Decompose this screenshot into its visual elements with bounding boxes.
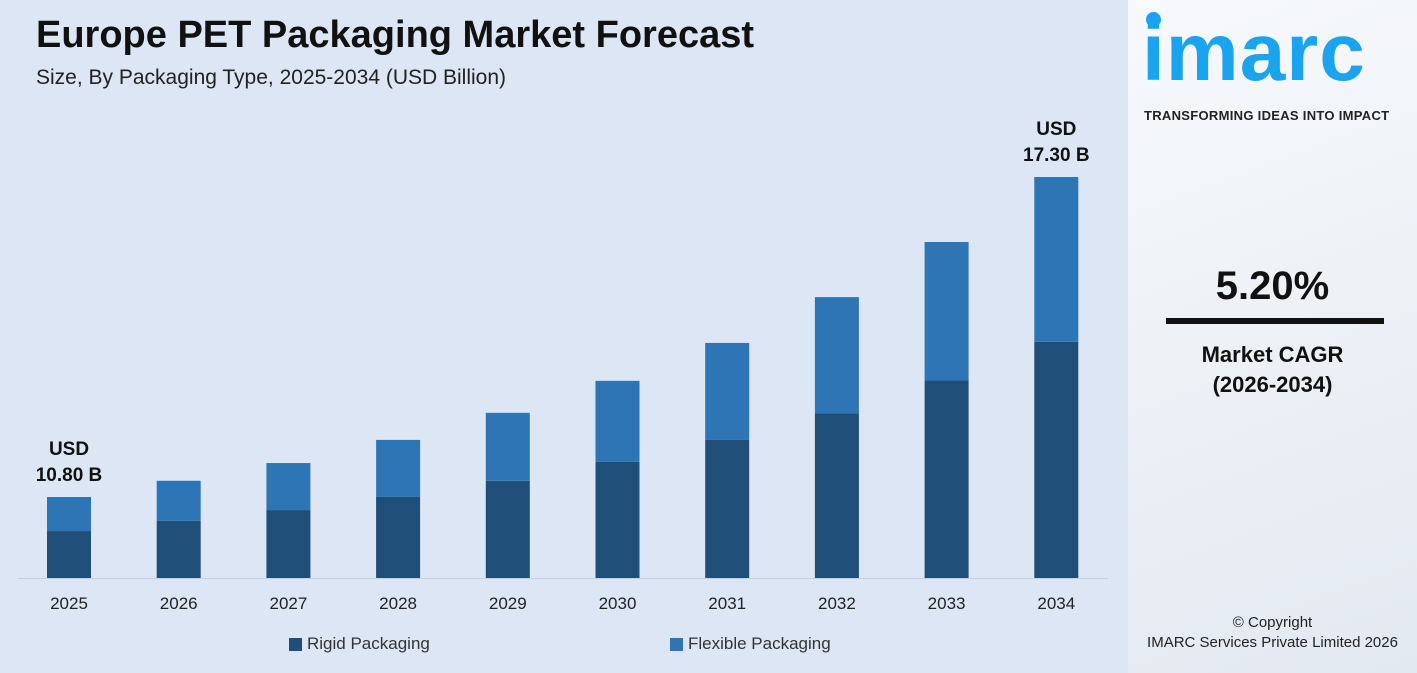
bar-flexible-2030: [595, 380, 640, 462]
data-label: 17.30 B: [1023, 145, 1090, 166]
bar-rigid-2031: [705, 439, 750, 578]
x-tick-label: 2032: [818, 594, 856, 613]
copyright: © Copyright IMARC Services Private Limit…: [1128, 613, 1417, 653]
company-text: IMARC Services Private Limited 2026: [1147, 634, 1398, 651]
bar-flexible-2032: [814, 297, 859, 414]
x-tick-label: 2034: [1037, 594, 1075, 613]
x-tick-label: 2025: [50, 594, 88, 613]
copyright-text: © Copyright: [1232, 614, 1313, 631]
bar-rigid-2030: [595, 461, 640, 578]
bar-rigid-2029: [485, 480, 530, 578]
cagr-label: Market CAGR (2026-2034): [1128, 340, 1417, 400]
cagr-label-text: Market CAGR: [1201, 342, 1344, 367]
imarc-logo: imarc: [1142, 7, 1366, 98]
cagr-period: (2026-2034): [1212, 372, 1333, 397]
x-tick-label: 2029: [489, 594, 527, 613]
x-tick-label: 2033: [928, 594, 966, 613]
bar-rigid-2027: [266, 510, 311, 578]
bar-rigid-2026: [156, 520, 201, 578]
cagr-value: 5.20%: [1215, 264, 1330, 308]
x-tick-label: 2031: [708, 594, 746, 613]
legend-label: Flexible Packaging: [688, 634, 831, 653]
info-panel: imarc TRANSFORMING IDEAS INTO IMPACT 5.2…: [1128, 0, 1417, 673]
chart-panel: Europe PET Packaging Market Forecast Siz…: [18, 14, 1108, 654]
data-label: USD: [49, 439, 89, 460]
bar-rigid-2032: [814, 413, 859, 578]
x-tick-label: 2030: [599, 594, 637, 613]
bar-flexible-2028: [376, 439, 421, 497]
bar-rigid-2033: [924, 380, 969, 578]
bar-flexible-2034: [1034, 177, 1079, 342]
data-label: 10.80 B: [36, 465, 103, 486]
divider: [1166, 318, 1384, 324]
logo-dot: [1146, 12, 1161, 27]
chart-subtitle: Size, By Packaging Type, 2025-2034 (USD …: [36, 66, 507, 89]
bar-flexible-2025: [47, 497, 91, 532]
bar-chart: 2025 USD 10.80 B 2026 2027 2028 2029 2030 2031 20…: [18, 119, 1108, 613]
x-tick-label: 2026: [160, 594, 198, 613]
bar-flexible-2029: [485, 412, 530, 481]
bar-flexible-2026: [156, 480, 201, 521]
bar-rigid-2034: [1034, 341, 1079, 578]
bar-flexible-2033: [924, 242, 969, 381]
bar-rigid-2025: [47, 531, 91, 578]
data-label: USD: [1036, 119, 1076, 140]
chart-title: Europe PET Packaging Market Forecast: [36, 14, 755, 56]
bar-flexible-2031: [705, 342, 750, 440]
bar-flexible-2027: [266, 463, 311, 511]
legend-item-flexible: Flexible Packaging: [670, 634, 831, 654]
legend-label: Rigid Packaging: [307, 634, 430, 653]
legend-swatch: [670, 637, 683, 651]
bar-rigid-2028: [376, 496, 421, 578]
x-tick-label: 2028: [379, 594, 417, 613]
logo-tagline: TRANSFORMING IDEAS INTO IMPACT: [1144, 108, 1390, 123]
legend-swatch: [289, 637, 302, 651]
legend-item-rigid: Rigid Packaging: [289, 634, 430, 654]
x-tick-label: 2027: [269, 594, 307, 613]
